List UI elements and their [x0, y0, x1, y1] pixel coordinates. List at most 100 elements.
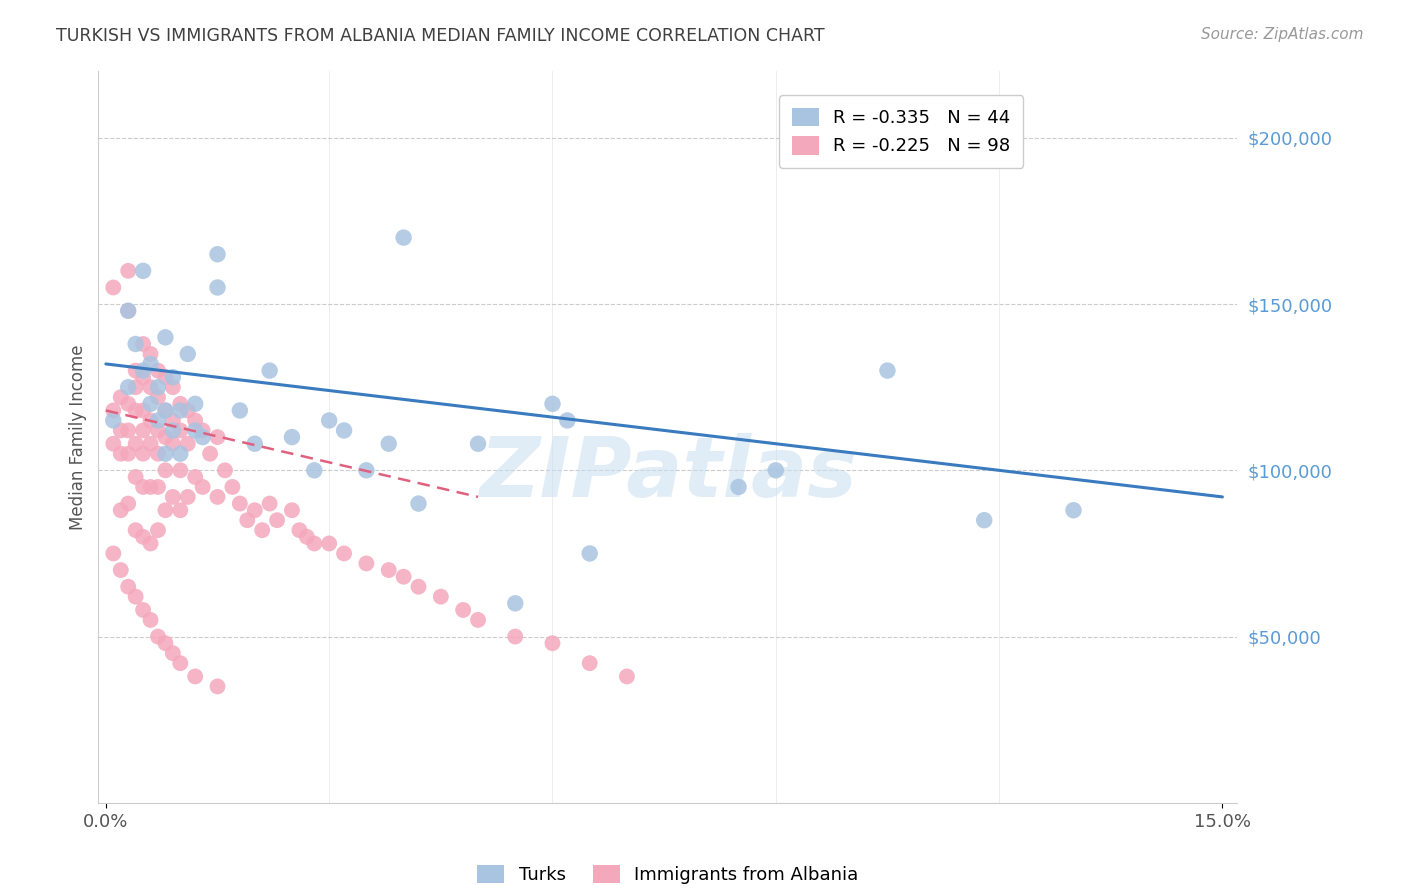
- Point: [177, 490, 200, 504]
- Point: [162, 370, 184, 384]
- Point: [541, 397, 564, 411]
- Point: [281, 503, 304, 517]
- Point: [139, 436, 162, 450]
- Point: [207, 247, 229, 261]
- Point: [146, 480, 169, 494]
- Point: [132, 603, 155, 617]
- Point: [117, 303, 139, 318]
- Point: [139, 613, 162, 627]
- Point: [117, 303, 139, 318]
- Point: [184, 669, 207, 683]
- Point: [266, 513, 288, 527]
- Point: [295, 530, 318, 544]
- Point: [430, 590, 453, 604]
- Point: [356, 557, 378, 571]
- Point: [503, 630, 526, 644]
- Text: Source: ZipAtlas.com: Source: ZipAtlas.com: [1201, 27, 1364, 42]
- Point: [191, 480, 214, 494]
- Point: [169, 503, 191, 517]
- Point: [155, 636, 177, 650]
- Point: [304, 536, 326, 550]
- Point: [110, 447, 132, 461]
- Point: [578, 656, 600, 670]
- Point: [139, 347, 162, 361]
- Point: [124, 590, 146, 604]
- Point: [155, 370, 177, 384]
- Point: [146, 413, 169, 427]
- Point: [162, 380, 184, 394]
- Point: [207, 280, 229, 294]
- Point: [198, 447, 221, 461]
- Point: [259, 497, 281, 511]
- Point: [124, 523, 146, 537]
- Text: TURKISH VS IMMIGRANTS FROM ALBANIA MEDIAN FAMILY INCOME CORRELATION CHART: TURKISH VS IMMIGRANTS FROM ALBANIA MEDIA…: [56, 27, 825, 45]
- Point: [288, 523, 311, 537]
- Point: [243, 436, 266, 450]
- Y-axis label: Median Family Income: Median Family Income: [69, 344, 87, 530]
- Point: [132, 447, 155, 461]
- Point: [191, 424, 214, 438]
- Point: [117, 447, 139, 461]
- Point: [103, 280, 125, 294]
- Point: [392, 230, 415, 244]
- Point: [132, 403, 155, 417]
- Legend: Turks, Immigrants from Albania: Turks, Immigrants from Albania: [468, 855, 868, 892]
- Point: [132, 370, 155, 384]
- Point: [578, 546, 600, 560]
- Point: [765, 463, 787, 477]
- Point: [229, 497, 252, 511]
- Point: [110, 503, 132, 517]
- Point: [169, 424, 191, 438]
- Point: [392, 570, 415, 584]
- Point: [139, 413, 162, 427]
- Point: [451, 603, 474, 617]
- Point: [727, 480, 749, 494]
- Point: [207, 430, 229, 444]
- Point: [236, 513, 259, 527]
- Point: [184, 470, 207, 484]
- Point: [155, 430, 177, 444]
- Point: [177, 347, 200, 361]
- Point: [467, 436, 489, 450]
- Point: [117, 264, 139, 278]
- Point: [117, 397, 139, 411]
- Point: [155, 463, 177, 477]
- Point: [124, 380, 146, 394]
- Point: [557, 413, 579, 427]
- Point: [146, 424, 169, 438]
- Point: [169, 397, 191, 411]
- Point: [155, 403, 177, 417]
- Point: [146, 390, 169, 404]
- Point: [318, 536, 340, 550]
- Point: [214, 463, 236, 477]
- Point: [356, 463, 378, 477]
- Point: [132, 530, 155, 544]
- Point: [169, 447, 191, 461]
- Point: [1063, 503, 1085, 517]
- Point: [177, 403, 200, 417]
- Point: [184, 413, 207, 427]
- Point: [467, 613, 489, 627]
- Point: [503, 596, 526, 610]
- Point: [177, 436, 200, 450]
- Point: [162, 490, 184, 504]
- Point: [377, 563, 399, 577]
- Point: [169, 463, 191, 477]
- Point: [146, 363, 169, 377]
- Point: [162, 436, 184, 450]
- Point: [103, 546, 125, 560]
- Point: [973, 513, 995, 527]
- Point: [333, 546, 356, 560]
- Point: [616, 669, 638, 683]
- Point: [117, 497, 139, 511]
- Point: [184, 424, 207, 438]
- Point: [259, 363, 281, 377]
- Point: [124, 403, 146, 417]
- Point: [110, 390, 132, 404]
- Point: [408, 580, 430, 594]
- Point: [155, 447, 177, 461]
- Point: [132, 424, 155, 438]
- Point: [318, 413, 340, 427]
- Point: [541, 636, 564, 650]
- Point: [139, 536, 162, 550]
